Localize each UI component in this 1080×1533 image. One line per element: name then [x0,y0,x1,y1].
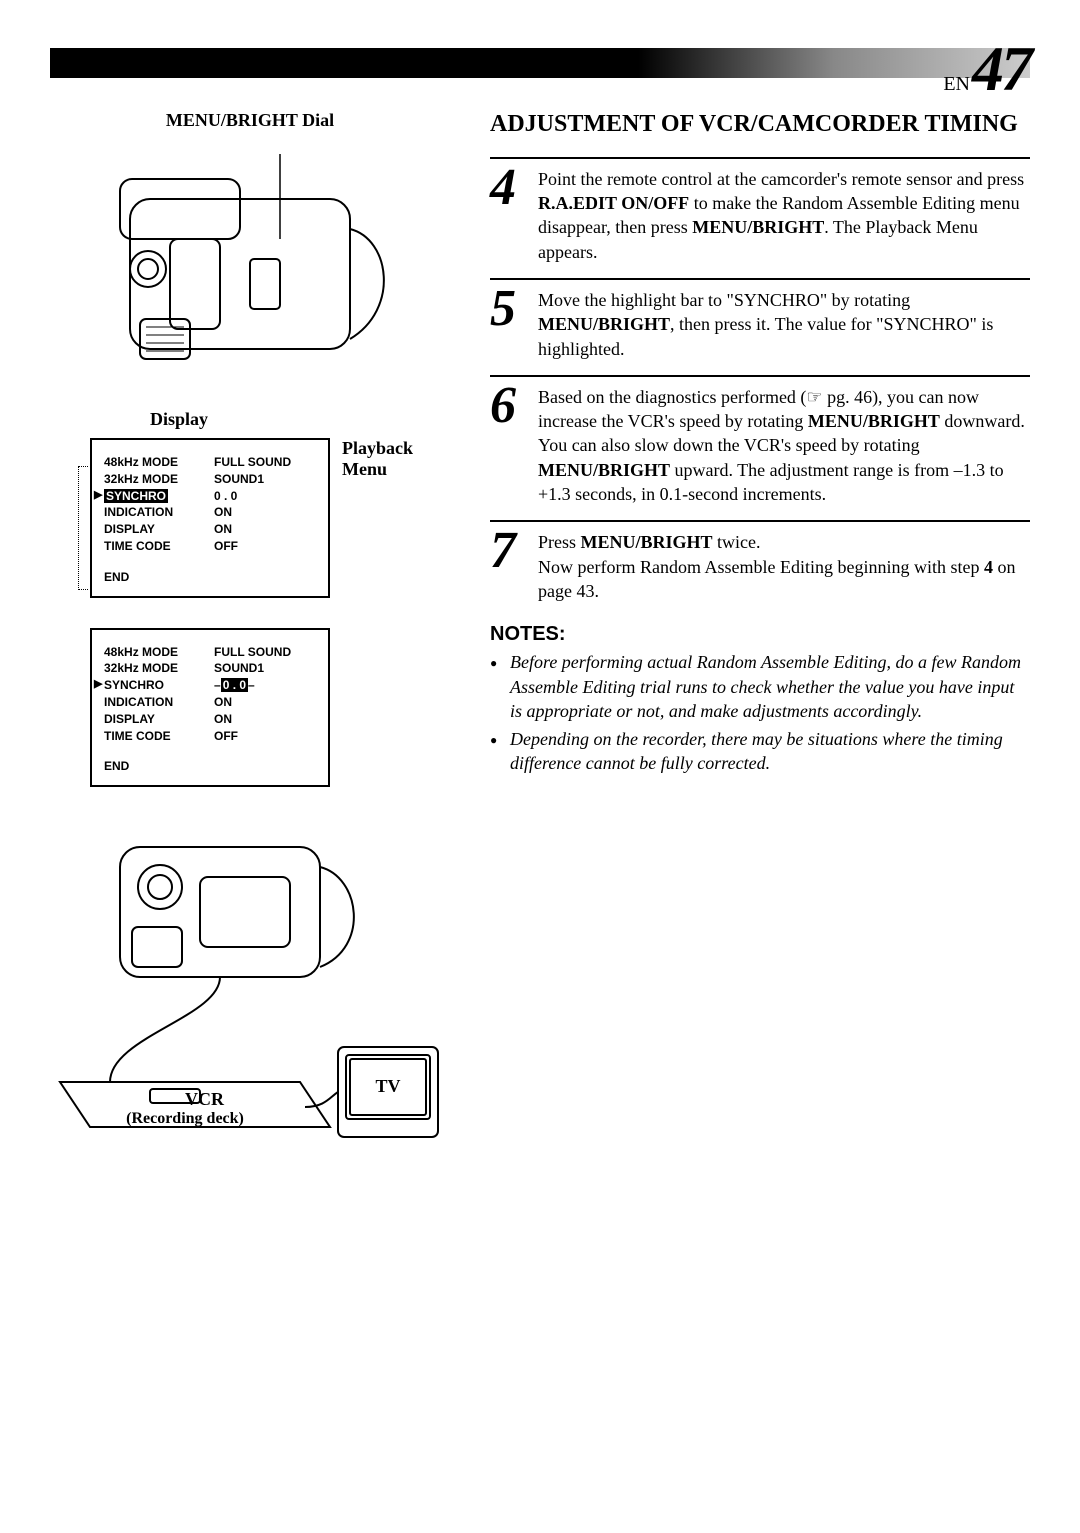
menu-row: INDICATIONON [104,504,316,521]
step-number: 5 [490,286,538,361]
playback-menu-display-1: 48kHz MODEFULL SOUND 32kHz MODESOUND1 ▶S… [90,438,330,598]
vcr-label: VCR [185,1089,225,1109]
step-number: 6 [490,383,538,506]
step-text: Move the highlight bar to "SYNCHRO" by r… [538,286,1030,361]
notes-list: Before performing actual Random Assemble… [490,650,1030,775]
right-column: ADJUSTMENT OF VCR/CAMCORDER TIMING 4Poin… [490,110,1030,1172]
page-number: EN 47 [943,32,1030,106]
left-column: MENU/BRIGHT Dial [50,110,450,1172]
step-text: Point the remote control at the camcorde… [538,165,1030,264]
menu-row: INDICATIONON [104,694,316,711]
section-title: ADJUSTMENT OF VCR/CAMCORDER TIMING [490,110,1030,139]
step-text: Based on the diagnostics performed (☞ pg… [538,383,1030,506]
menu-row: TIME CODEOFF [104,538,316,555]
menu-row: TIME CODEOFF [104,728,316,745]
menu-row: DISPLAYON [104,711,316,728]
playback-menu-display-2: 48kHz MODEFULL SOUND 32kHz MODESOUND1 ▶S… [90,628,330,788]
header-bar-gradient [50,48,1030,78]
menu-section-1: 48kHz MODEFULL SOUND 32kHz MODESOUND1 ▶S… [90,438,450,628]
menu-row-selected: ▶SYNCHRO–0 . 0– [104,677,316,694]
tv-label: TV [375,1076,400,1096]
content-columns: MENU/BRIGHT Dial [50,110,1030,1172]
menu-box-2-wrap: 48kHz MODEFULL SOUND 32kHz MODESOUND1 ▶S… [90,628,330,818]
step: 4Point the remote control at the camcord… [490,157,1030,278]
steps-list: 4Point the remote control at the camcord… [490,157,1030,617]
menu-end: END [104,758,316,775]
page-number-value: 47 [972,32,1030,106]
page-lang-prefix: EN [943,73,970,96]
menu-row: 32kHz MODESOUND1 [104,471,316,488]
step-text: Press MENU/BRIGHT twice.Now perform Rand… [538,528,1030,603]
menu-row: DISPLAYON [104,521,316,538]
header-bar [50,48,1030,78]
step: 5Move the highlight bar to "SYNCHRO" by … [490,278,1030,375]
cursor-arrow-icon: ▶ [94,677,102,692]
notes-heading: NOTES: [490,623,1030,646]
menu-row: 32kHz MODESOUND1 [104,660,316,677]
menu-box-1-wrap: 48kHz MODEFULL SOUND 32kHz MODESOUND1 ▶S… [90,438,330,628]
step: 7Press MENU/BRIGHT twice.Now perform Ran… [490,520,1030,617]
cursor-arrow-icon: ▶ [94,488,102,503]
dotted-brace-icon [78,466,88,590]
menu-row-highlighted: ▶SYNCHRO0 . 0 [104,488,316,505]
manual-page: EN 47 MENU/BRIGHT Dial [0,0,1080,1533]
vcr-sublabel: (Recording deck) [126,1110,244,1127]
setup-diagram: VCR (Recording deck) TV [50,837,450,1172]
step: 6Based on the diagnostics performed (☞ p… [490,375,1030,520]
step-number: 7 [490,528,538,603]
step-number: 4 [490,165,538,264]
menu-row: 48kHz MODEFULL SOUND [104,644,316,661]
playback-menu-label: Playback Menu [342,438,450,480]
note-item: Before performing actual Random Assemble… [490,650,1030,723]
camcorder-illustration [100,139,400,389]
menu-end: END [104,569,316,586]
display-label: Display [150,409,208,430]
dial-label: MENU/BRIGHT Dial [166,110,334,131]
note-item: Depending on the recorder, there may be … [490,727,1030,776]
menu-row: 48kHz MODEFULL SOUND [104,454,316,471]
